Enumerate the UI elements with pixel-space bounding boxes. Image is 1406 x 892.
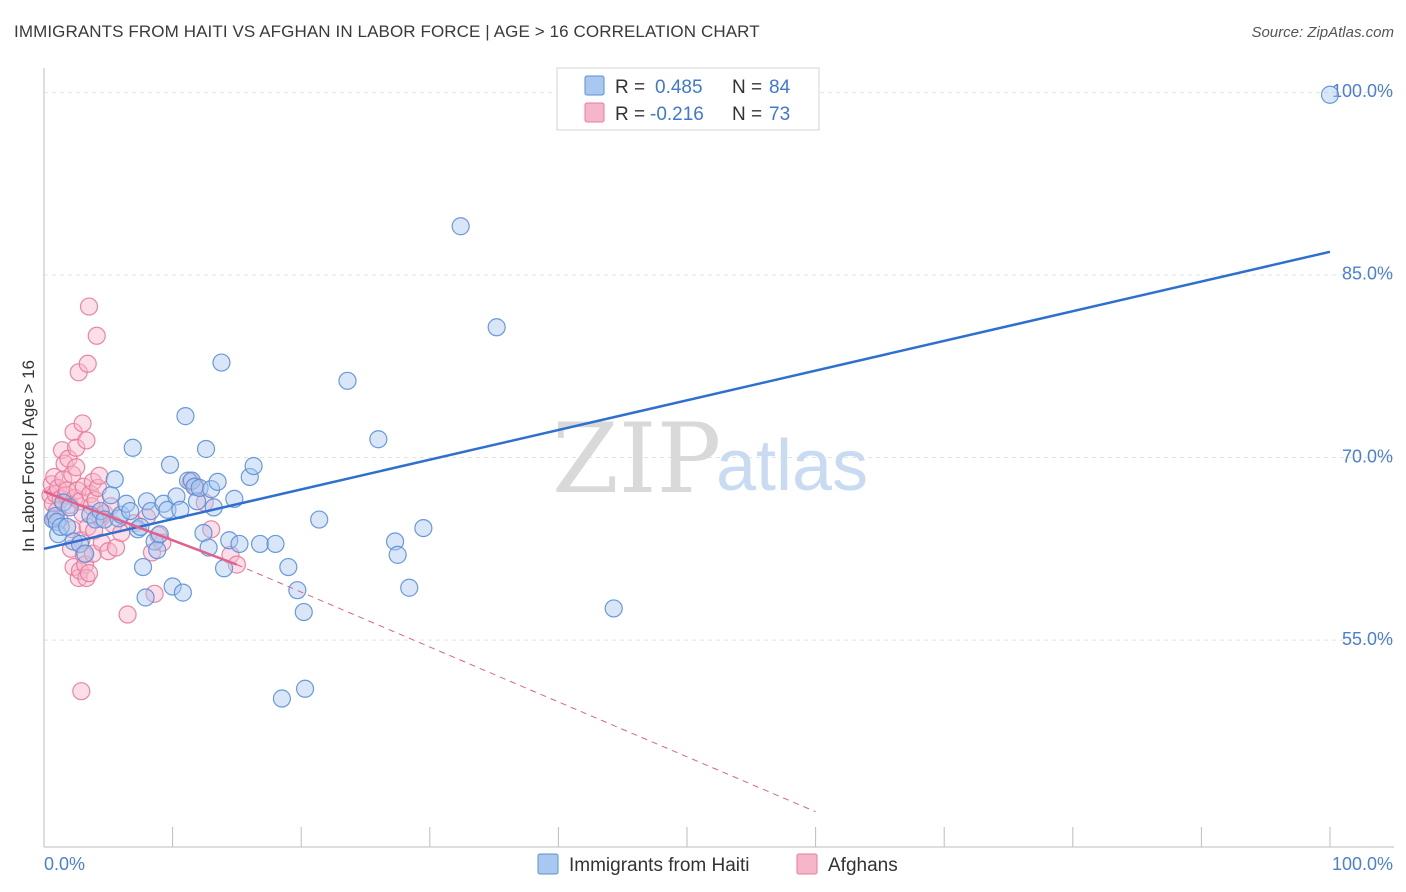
haiti-point [163,577,182,596]
haiti-point [295,679,315,698]
afghan-point [74,477,93,496]
haiti-point [46,506,65,526]
haiti-point [121,501,140,521]
chart-title: IMMIGRANTS FROM HAITI VS AFGHAN IN LABOR… [14,22,760,41]
afghan-point [90,466,109,485]
haiti-point [272,689,292,708]
haiti-point [51,517,70,536]
afghan-point [54,470,73,489]
haiti-point [176,407,195,426]
y-tick-label: 85.0% [1342,264,1393,284]
legend-n-value-haiti: 84 [769,77,791,98]
haiti-point [266,534,285,554]
afghan-point [77,568,96,588]
legend-r-value-afghan: -0.216 [650,104,704,125]
correlation-legend: R = 0.485 N = 84 R = -0.216 N = 73 [556,67,820,131]
legend-r-label-afghan: R = [615,104,645,125]
afghan-point [72,682,91,701]
haiti-point [250,534,270,554]
watermark-atlas: atlas [716,426,868,506]
haiti-point [202,480,221,499]
afghan-point [73,414,92,433]
watermark: ZIP atlas [552,403,868,515]
afghan-point [118,605,137,624]
afghan-point [87,326,106,345]
haiti-point [167,487,186,506]
y-tick-label: 55.0% [1342,629,1393,649]
haiti-point [604,599,623,618]
series-label-afghan: Afghans [828,855,898,876]
afghan-trend-extension [236,564,816,813]
afghan-trend-line [43,490,238,566]
haiti-trend-line [43,250,1331,551]
haiti-point [244,456,263,476]
series-swatch-haiti [537,853,559,875]
afghan-point [67,438,86,457]
source-label: Source: ZipAtlas.com [1251,24,1394,41]
haiti-point [279,557,298,577]
legend-n-label-haiti: N = [732,77,762,98]
grid-lines [44,91,1394,641]
afghan-point [79,297,99,316]
y-tick-labels: 55.0% 70.0% 85.0% 100.0% [1332,81,1393,649]
haiti-point [220,531,239,550]
y-axis-label: In Labor Force | Age > 16 [19,360,38,552]
afghan-point [145,584,164,603]
haiti-point [148,540,167,560]
axes [43,68,1394,848]
haiti-point [240,467,259,487]
haiti-point [101,486,120,505]
haiti-point [136,588,155,607]
haiti-point [133,557,153,577]
x-tick-label-max: 100.0% [1332,854,1393,874]
haiti-point [158,500,177,519]
legend-r-label-haiti: R = [615,77,645,98]
haiti-point [310,510,329,529]
watermark-zip: ZIP [552,403,721,515]
y-tick-label: 100.0% [1332,81,1393,101]
haiti-point [487,318,506,337]
legend-swatch-afghan [584,102,605,123]
series-label-haiti: Immigrants from Haiti [569,855,750,876]
legend-n-label-afghan: N = [732,104,762,125]
haiti-point [173,583,192,602]
haiti-point [1320,85,1340,104]
haiti-point [196,439,216,459]
haiti-point [230,534,249,554]
haiti-point [385,532,405,551]
haiti-point [414,518,433,538]
legend-n-value-afghan: 73 [769,104,790,125]
legend-r-value-haiti: 0.485 [655,77,703,98]
haiti-point [160,455,180,474]
haiti-point [105,470,124,489]
x-tick-marks [43,827,1331,847]
haiti-point [76,544,95,563]
legend-swatch-haiti [584,75,605,96]
haiti-point [369,430,388,449]
y-tick-label: 70.0% [1342,446,1393,466]
haiti-point [288,581,307,600]
haiti-point [451,217,470,236]
x-tick-label-min: 0.0% [44,854,85,874]
haiti-point [388,545,407,564]
haiti-point [294,602,313,622]
haiti-point [338,371,357,390]
haiti-point [212,353,231,372]
trend-lines [43,250,1331,813]
haiti-point [123,438,142,457]
afghan-point [79,564,99,583]
afghan-point [67,458,86,477]
series-swatch-afghan [796,853,818,875]
haiti-points [43,85,1340,708]
afghan-point [78,354,97,373]
haiti-point [400,578,419,597]
afghan-point [77,431,96,450]
series-legend: Immigrants from Haiti Afghans [537,853,898,876]
haiti-point [208,472,227,491]
haiti-point [187,492,207,511]
afghan-points [41,297,246,701]
